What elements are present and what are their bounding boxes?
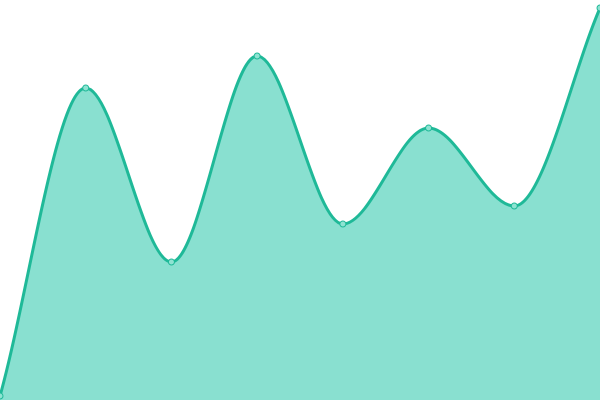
- data-point-3: [253, 52, 261, 60]
- data-point-7: [596, 4, 600, 12]
- data-point-2: [167, 258, 175, 266]
- data-point-0: [0, 392, 4, 400]
- data-point-5: [425, 124, 433, 132]
- data-point-1: [82, 84, 90, 92]
- data-point-6: [510, 202, 518, 210]
- data-points: [0, 4, 600, 400]
- data-point-4: [339, 220, 347, 228]
- series-area-fill: [0, 8, 600, 400]
